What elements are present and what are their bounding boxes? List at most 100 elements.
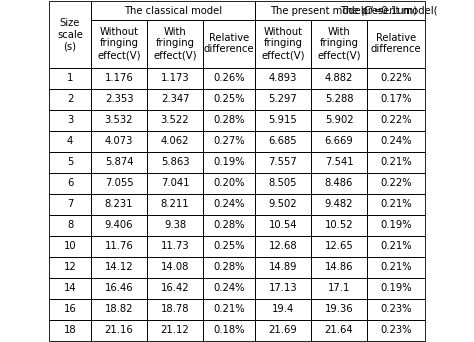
Text: 0.28%: 0.28% [213, 115, 245, 125]
Text: 6.669: 6.669 [325, 136, 354, 146]
Bar [203, 236, 255, 256]
Bar [91, 109, 147, 131]
Bar [255, 319, 311, 341]
Bar [203, 299, 255, 319]
Text: Relative
difference: Relative difference [204, 33, 255, 54]
Bar [311, 214, 367, 236]
Text: 9.38: 9.38 [164, 220, 186, 230]
Text: 0.28%: 0.28% [213, 220, 245, 230]
Text: 21.12: 21.12 [161, 325, 190, 335]
Bar [367, 109, 425, 131]
Text: 0.26%: 0.26% [213, 73, 245, 83]
Text: 4.882: 4.882 [325, 73, 353, 83]
Text: 0.18%: 0.18% [213, 325, 245, 335]
Bar [255, 194, 311, 214]
Bar [311, 172, 367, 194]
Bar [311, 109, 367, 131]
Text: 0.22%: 0.22% [380, 115, 412, 125]
Bar [255, 67, 311, 89]
Text: 2.353: 2.353 [105, 94, 133, 104]
Text: 1: 1 [67, 73, 73, 83]
Bar [203, 214, 255, 236]
Bar [311, 319, 367, 341]
Bar [255, 152, 311, 172]
Bar [91, 131, 147, 152]
Text: 14.08: 14.08 [161, 262, 189, 272]
Text: 11.76: 11.76 [105, 241, 133, 251]
Bar [255, 109, 311, 131]
Bar [147, 194, 203, 214]
Bar [49, 152, 91, 172]
Text: 4.062: 4.062 [161, 136, 189, 146]
Text: 19.36: 19.36 [325, 304, 353, 314]
Text: 0.17%: 0.17% [380, 94, 412, 104]
Text: 18: 18 [64, 325, 76, 335]
Text: 0.19%: 0.19% [213, 157, 245, 167]
Bar [49, 109, 91, 131]
Text: 21.64: 21.64 [325, 325, 353, 335]
Bar [147, 319, 203, 341]
Text: 8.505: 8.505 [269, 178, 297, 188]
Text: 9.502: 9.502 [269, 199, 297, 209]
Text: The classical model: The classical model [124, 5, 222, 15]
Bar [203, 194, 255, 214]
Bar [147, 236, 203, 256]
Text: 17.1: 17.1 [328, 283, 350, 293]
Bar [255, 131, 311, 152]
Bar [147, 19, 203, 67]
Text: 14.12: 14.12 [105, 262, 133, 272]
Bar [203, 256, 255, 277]
Bar [203, 152, 255, 172]
Bar [147, 67, 203, 89]
Bar [49, 299, 91, 319]
Bar [49, 214, 91, 236]
Text: 14.86: 14.86 [325, 262, 353, 272]
Text: 5.874: 5.874 [105, 157, 133, 167]
Bar [203, 89, 255, 109]
Text: 0.19%: 0.19% [380, 220, 412, 230]
Bar [203, 19, 255, 67]
Text: 0.21%: 0.21% [380, 241, 412, 251]
Text: 9.482: 9.482 [325, 199, 353, 209]
Bar [255, 89, 311, 109]
Bar [367, 319, 425, 341]
Bar [147, 172, 203, 194]
Bar [367, 172, 425, 194]
Text: 14: 14 [64, 283, 76, 293]
Bar [203, 172, 255, 194]
Text: 16.42: 16.42 [161, 283, 189, 293]
Text: Size
scale
(s): Size scale (s) [57, 18, 83, 51]
Text: 0.28%: 0.28% [213, 262, 245, 272]
Bar [311, 131, 367, 152]
Text: 7.541: 7.541 [325, 157, 353, 167]
Text: Relative
difference: Relative difference [371, 33, 421, 54]
Text: 4.073: 4.073 [105, 136, 133, 146]
Bar [91, 194, 147, 214]
Bar [91, 67, 147, 89]
Text: 7.557: 7.557 [269, 157, 297, 167]
Bar [367, 299, 425, 319]
Text: 0.21%: 0.21% [380, 262, 412, 272]
Bar [91, 236, 147, 256]
Bar [91, 277, 147, 299]
Bar [255, 277, 311, 299]
Bar [91, 172, 147, 194]
Text: 19.4: 19.4 [272, 304, 294, 314]
Bar [255, 236, 311, 256]
Text: 5.915: 5.915 [269, 115, 297, 125]
Text: 5.863: 5.863 [161, 157, 189, 167]
Text: With
fringing
effect(V): With fringing effect(V) [153, 27, 197, 60]
Bar [367, 67, 425, 89]
Text: 11.73: 11.73 [161, 241, 189, 251]
Bar [311, 256, 367, 277]
Text: 5.297: 5.297 [269, 94, 297, 104]
Text: 7.055: 7.055 [105, 178, 133, 188]
Text: 8.211: 8.211 [161, 199, 189, 209]
Bar [91, 89, 147, 109]
Bar [91, 299, 147, 319]
Text: 21.16: 21.16 [105, 325, 133, 335]
Text: =0.1um): =0.1um) [374, 5, 418, 15]
Text: 0.24%: 0.24% [380, 136, 412, 146]
Text: 8.231: 8.231 [105, 199, 133, 209]
Text: 2: 2 [67, 94, 73, 104]
